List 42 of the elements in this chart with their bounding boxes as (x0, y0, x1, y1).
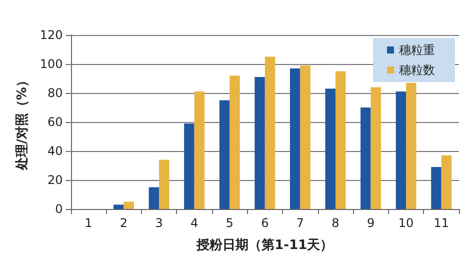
x-tick-label: 3 (155, 216, 163, 230)
x-tick-label: 4 (190, 216, 198, 230)
x-axis-title: 授粉日期（第1-11天） (196, 238, 334, 253)
bar (230, 76, 240, 209)
bar (254, 77, 265, 209)
y-tick-label: 100 (40, 57, 63, 71)
bar (124, 202, 134, 209)
y-tick-label: 120 (40, 28, 63, 42)
bar (360, 108, 371, 209)
y-tick-label: 40 (48, 144, 63, 158)
bar (406, 82, 416, 209)
bar (300, 65, 310, 209)
bar (431, 166, 442, 209)
x-tick-label: 1 (84, 216, 92, 230)
legend-label: 穗粒数 (399, 63, 435, 77)
bar (290, 68, 300, 209)
bar (325, 88, 336, 209)
x-tick-label: 6 (261, 216, 269, 230)
bar (184, 123, 194, 209)
y-tick-label: 60 (48, 115, 63, 129)
bar (114, 204, 124, 209)
x-tick-label: 2 (120, 216, 128, 230)
y-tick-label: 0 (55, 202, 63, 216)
bar (441, 155, 452, 209)
bar (159, 160, 170, 209)
legend-label: 穗粒重 (399, 43, 435, 57)
bar (264, 56, 276, 209)
y-tick-label: 80 (48, 86, 63, 100)
bar (335, 71, 346, 209)
bar (194, 92, 205, 209)
x-tick-label: 10 (398, 216, 414, 230)
bar (396, 92, 406, 209)
x-tick-label: 11 (434, 216, 449, 230)
y-tick-label: 20 (48, 173, 63, 187)
x-tick-label: 5 (226, 216, 234, 230)
bar (370, 87, 382, 209)
x-tick-label: 8 (332, 216, 340, 230)
bar (148, 187, 160, 209)
x-tick-label: 9 (366, 216, 375, 230)
x-tick-label: 7 (296, 216, 304, 230)
y-axis-title: 处理/对照（%） (15, 74, 30, 171)
bar (219, 100, 230, 209)
